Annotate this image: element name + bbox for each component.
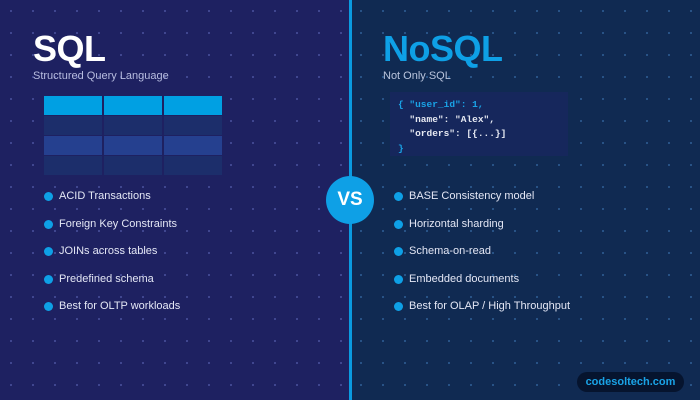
nosql-title: NoSQL: [383, 28, 503, 69]
table-header-cell: [44, 96, 102, 115]
bullet-icon: [394, 192, 403, 201]
table-cell: [104, 116, 162, 135]
bullet-icon: [44, 219, 53, 229]
table-cell: [44, 116, 102, 135]
nosql-feature-list: BASE Consistency model Horizontal shardi…: [394, 189, 570, 327]
table-cell: [164, 136, 222, 155]
bullet-icon: [394, 274, 403, 284]
site-badge: codesoltech.com: [577, 372, 684, 392]
list-item: Schema-on-read: [394, 244, 570, 272]
table-cell: [44, 136, 102, 155]
list-item: Best for OLTP workloads: [44, 299, 180, 327]
list-item: Predefined schema: [44, 272, 180, 300]
vs-badge: VS: [326, 176, 374, 224]
table-cell: [44, 156, 102, 175]
json-code-block: { "user_id": 1, "name": "Alex", "orders"…: [390, 92, 568, 156]
table-cell: [104, 156, 162, 175]
sql-subtitle: Structured Query Language: [33, 70, 169, 82]
list-item: Horizontal sharding: [394, 217, 570, 245]
table-cell: [104, 136, 162, 155]
list-item: Foreign Key Constraints: [44, 217, 180, 245]
list-item: BASE Consistency model: [394, 189, 570, 217]
bullet-icon: [394, 302, 403, 311]
sql-panel: SQL Structured Query Language ACID Trans…: [0, 0, 350, 400]
bullet-icon: [394, 247, 403, 256]
nosql-panel: NoSQL Not Only SQL { "user_id": 1, "name…: [350, 0, 700, 400]
list-item: ACID Transactions: [44, 189, 180, 217]
table-cell: [164, 156, 222, 175]
table-grid-icon: [44, 96, 223, 175]
bullet-icon: [394, 219, 403, 229]
table-header-cell: [104, 96, 162, 115]
sql-feature-list: ACID Transactions Foreign Key Constraint…: [44, 189, 180, 327]
nosql-subtitle: Not Only SQL: [383, 70, 451, 82]
table-header-cell: [164, 96, 222, 115]
bullet-icon: [44, 274, 53, 284]
bullet-icon: [44, 247, 53, 256]
list-item: Embedded documents: [394, 272, 570, 300]
bullet-icon: [44, 192, 53, 201]
sql-title: SQL: [33, 28, 106, 69]
table-cell: [164, 116, 222, 135]
bullet-icon: [44, 302, 53, 311]
list-item: JOINs across tables: [44, 244, 180, 272]
list-item: Best for OLAP / High Throughput: [394, 299, 570, 327]
